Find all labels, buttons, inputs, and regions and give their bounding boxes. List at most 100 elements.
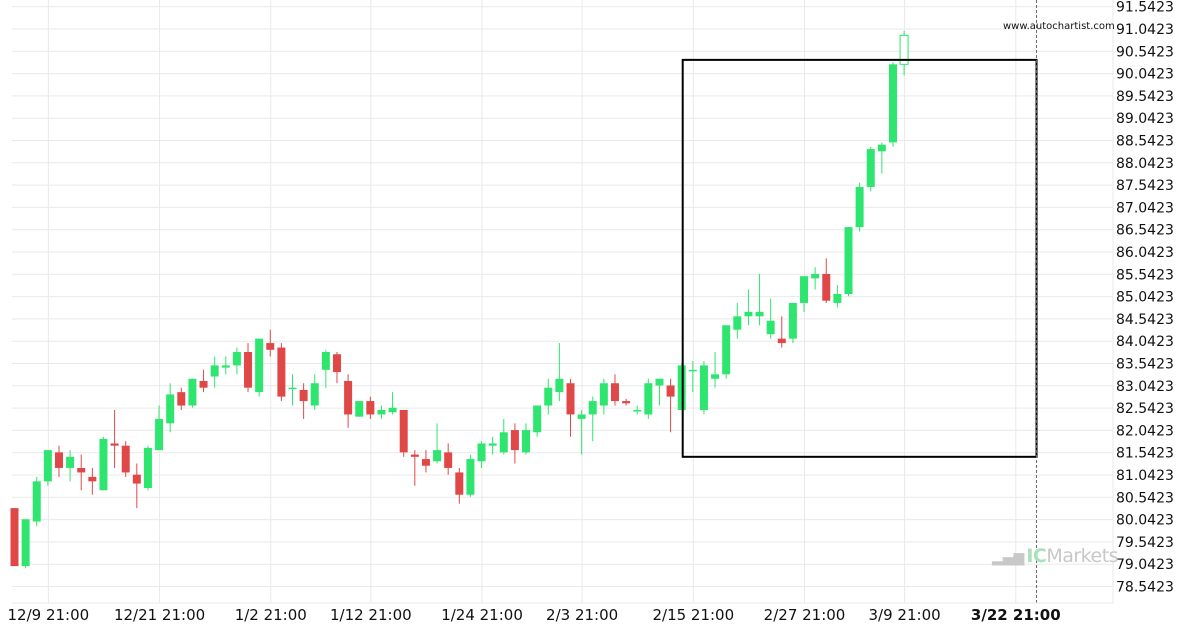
candle-body: [299, 389, 308, 402]
y-tick-label: 90.0423: [1116, 67, 1174, 83]
candle: [599, 378, 608, 415]
candle: [800, 276, 809, 312]
candle-body: [177, 392, 186, 406]
candle: [366, 396, 375, 419]
y-tick-label: 84.5423: [1116, 312, 1174, 328]
pattern-box: [681, 58, 1038, 458]
x-tick-label: 2/27 21:00: [764, 606, 846, 624]
candle-body: [455, 472, 464, 495]
candle-body: [221, 365, 230, 368]
candle-body: [722, 325, 731, 375]
candle-body: [10, 508, 19, 567]
candle-body: [288, 387, 297, 390]
candle: [132, 463, 141, 509]
candle-body: [444, 452, 453, 468]
candle: [54, 445, 63, 477]
candle: [555, 343, 564, 402]
axes: 78.5423 79.0423 79.5423 80.0423 80.5423 81.04…: [8, 0, 1174, 624]
candle-body: [755, 311, 764, 317]
candle: [666, 378, 675, 433]
candle: [77, 454, 86, 491]
candle-body: [166, 394, 175, 424]
candle: [99, 436, 108, 491]
candle-body: [143, 447, 152, 489]
y-tick-label: 89.5423: [1116, 89, 1174, 105]
candle: [121, 441, 130, 477]
candle-body: [77, 467, 86, 473]
candle-body: [655, 378, 664, 386]
candle: [21, 519, 30, 569]
y-tick-label: 85.5423: [1116, 267, 1174, 283]
x-tick-label: 12/21 21:00: [114, 606, 205, 624]
candle: [143, 445, 152, 491]
candle: [32, 476, 41, 526]
candle-body: [232, 352, 241, 366]
candle: [321, 349, 330, 388]
y-tick-label: 84.0423: [1116, 334, 1174, 350]
candle: [544, 378, 553, 415]
candle-body: [499, 432, 508, 453]
candle-body: [788, 302, 797, 339]
candle-body: [844, 227, 853, 295]
candle: [733, 302, 742, 339]
candle-body: [410, 454, 419, 457]
candle-body: [855, 186, 864, 228]
candle: [466, 454, 475, 497]
candle-body: [377, 409, 386, 415]
candle: [277, 343, 286, 402]
y-tick-label: 85.0423: [1116, 290, 1174, 306]
candle: [188, 378, 197, 408]
y-tick-label: 86.5423: [1116, 223, 1174, 239]
candle-body: [510, 430, 519, 451]
candle: [344, 374, 353, 428]
candle: [699, 360, 708, 415]
candle-body: [21, 519, 30, 567]
candle-body: [355, 401, 364, 417]
candle: [355, 401, 364, 417]
candle: [899, 30, 909, 76]
y-tick-label: 82.5423: [1116, 401, 1174, 417]
y-tick-label: 83.0423: [1116, 379, 1174, 395]
candle-body: [644, 383, 653, 415]
candle: [310, 374, 319, 410]
candle-body: [833, 294, 842, 303]
candle-body: [244, 352, 253, 388]
y-tick-label: 79.0423: [1116, 557, 1174, 573]
candle: [588, 396, 597, 442]
candle-body: [399, 409, 408, 453]
candle: [622, 398, 631, 406]
candle: [410, 450, 419, 486]
x-tick-label: 2/15 21:00: [652, 606, 734, 624]
candle: [510, 423, 519, 464]
y-tick-label: 78.5423: [1116, 580, 1174, 596]
x-tick-label: 1/12 21:00: [330, 606, 412, 624]
candle-body: [344, 380, 353, 415]
candle: [822, 258, 831, 303]
candle: [288, 374, 297, 406]
candle-body: [155, 418, 164, 451]
candle-body: [533, 405, 542, 433]
candle-body: [88, 476, 97, 482]
y-tick-label: 81.5423: [1116, 446, 1174, 462]
candle: [811, 267, 820, 290]
candle: [855, 182, 864, 232]
candle: [88, 467, 97, 495]
candle: [221, 356, 230, 375]
y-tick-label: 80.5423: [1116, 490, 1174, 506]
y-tick-label: 81.0423: [1116, 468, 1174, 484]
candle-body: [54, 452, 63, 468]
candle: [610, 374, 619, 406]
candle-body: [110, 443, 119, 446]
candle-body: [822, 273, 831, 301]
candle: [866, 146, 875, 192]
candle-body: [188, 378, 197, 406]
y-tick-label: 90.5423: [1116, 44, 1174, 60]
candle-body: [866, 149, 875, 187]
candle-body: [888, 64, 897, 143]
y-tick-label: 80.0423: [1116, 513, 1174, 529]
candle: [155, 405, 164, 451]
candle-body: [588, 401, 597, 415]
candle: [444, 443, 453, 475]
y-tick-label: 91.0423: [1116, 22, 1174, 38]
